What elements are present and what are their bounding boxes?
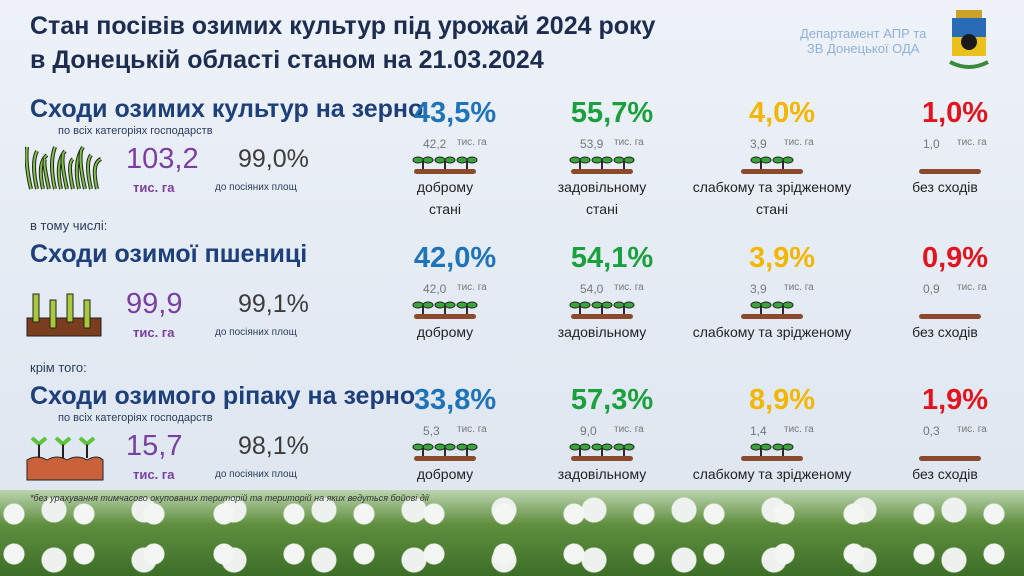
title: Стан посівів озимих культур під урожай 2… [30,12,656,40]
stat-label: без сходів [912,466,978,482]
sprout-icon [569,301,635,319]
share: 99,0% [238,145,309,173]
stat-area: 42,0 [423,282,447,296]
stat-unit: тис. га [957,424,987,435]
section-title: Сходи озимого ріпаку на зерно [30,382,416,410]
stat-pct: 43,5% [413,97,497,129]
stat-pct: 55,7% [570,97,654,129]
stat-area: 1,4 [750,424,767,438]
share-label: до посіяних площ [215,182,297,193]
stat-unit: тис. га [957,282,987,293]
crop-icon [26,436,104,481]
stat-label: доброму [416,179,474,195]
share: 99,1% [238,290,309,318]
stat-unit: тис. га [614,282,644,293]
section-title: Сходи озимих культур на зерно [30,95,424,123]
stat-pct: 42,0% [413,242,497,274]
total: 15,7 [126,430,183,462]
share-label: до посіяних площ [215,469,297,480]
stat-label: слабкому та зрідженому [692,466,852,482]
stat-unit: тис. га [457,424,487,435]
total: 103,2 [126,143,199,175]
stat-area: 1,0 [923,137,940,151]
stat-pct: 57,3% [570,384,654,416]
section-pre: крім того: [30,360,87,375]
department-line: Департамент АПР та [800,26,927,41]
sprout-icon [919,314,981,319]
stat-pct: 0,9% [921,242,989,274]
crop-icon [26,293,102,337]
department: Департамент АПР та ЗВ Донецької ОДА [800,26,926,56]
stat-pct: 1,0% [921,97,989,129]
stat-label: задовільному [557,466,647,482]
sprout-icon [919,169,981,174]
stat-area: 42,2 [423,137,447,151]
sprout-icon [741,443,803,461]
stat-label: доброму [416,324,474,340]
section-pre: в тому числі: [30,218,108,233]
stat-area: 3,9 [750,137,767,151]
emblem [949,10,989,69]
crop-icon [25,145,103,190]
stat-label: стані [756,201,788,217]
stat-unit: тис. га [784,137,814,148]
stat-area: 5,3 [423,424,440,438]
grass-background [0,490,1024,576]
stat-area: 9,0 [580,424,597,438]
stat-unit: тис. га [784,282,814,293]
sprout-icon [412,443,478,461]
sprout-icon [741,156,803,174]
stat-unit: тис. га [957,137,987,148]
stat-pct: 54,1% [570,242,654,274]
stat-unit: тис. га [614,137,644,148]
stat-label: слабкому та зрідженому [692,324,852,340]
stat-unit: тис. га [457,137,487,148]
stat-label: задовільному [557,324,647,340]
title: в Донецькій області станом на 21.03.2024 [30,46,544,74]
stat-unit: тис. га [457,282,487,293]
stat-pct: 3,9% [748,242,816,274]
sprout-icon [919,456,981,461]
stat-unit: тис. га [614,424,644,435]
stat-pct: 33,8% [413,384,497,416]
section-subtitle: по всіх категоріях господарств [58,412,213,424]
stat-label: слабкому та зрідженому [692,179,852,195]
sprout-icon [569,443,635,461]
stat-pct: 1,9% [921,384,989,416]
stat-area: 0,3 [923,424,940,438]
sprout-icon [412,301,478,319]
stat-area: 3,9 [750,282,767,296]
total-unit: тис. га [133,180,175,195]
stat-label: стані [586,201,618,217]
total-unit: тис. га [133,467,175,482]
footnote: *без урахування тимчасово окупованих тер… [30,493,429,503]
stat-label: стані [429,201,461,217]
section-subtitle: по всіх категоріях господарств [58,125,213,137]
sprout-icon [741,301,803,319]
total-unit: тис. га [133,325,175,340]
stat-area: 53,9 [580,137,604,151]
section-title: Сходи озимої пшениці [30,240,308,268]
stat-label: доброму [416,466,474,482]
share-label: до посіяних площ [215,327,297,338]
department-line: ЗВ Донецької ОДА [806,41,920,56]
sprout-icon [412,156,478,174]
total: 99,9 [126,288,183,320]
stat-pct: 4,0% [748,97,816,129]
stat-pct: 8,9% [748,384,816,416]
stat-label: без сходів [912,179,978,195]
stat-label: задовільному [557,179,647,195]
stat-label: без сходів [912,324,978,340]
stat-unit: тис. га [784,424,814,435]
stat-area: 0,9 [923,282,940,296]
sprout-icon [569,156,635,174]
stat-area: 54,0 [580,282,604,296]
share: 98,1% [238,432,309,460]
